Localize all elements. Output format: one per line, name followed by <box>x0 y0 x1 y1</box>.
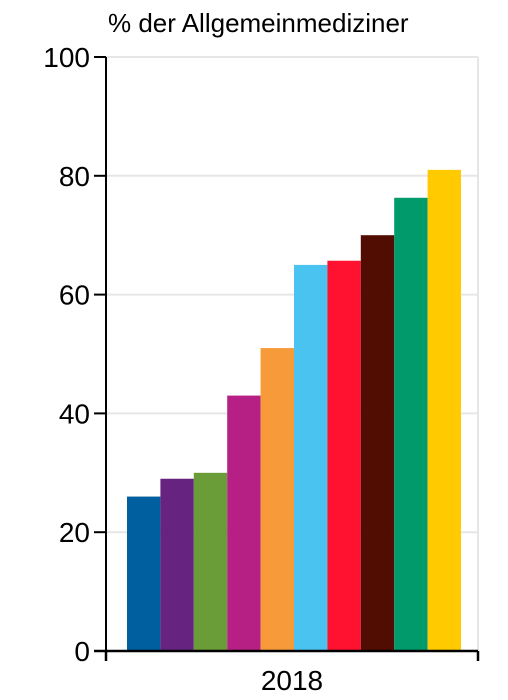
y-tick-label: 0 <box>74 636 90 667</box>
bar <box>260 348 294 651</box>
bar <box>227 395 261 651</box>
x-tick-labels: 2018 <box>261 665 323 696</box>
bar <box>127 496 161 651</box>
y-tick-label: 20 <box>59 517 90 548</box>
y-tick-label: 80 <box>59 161 90 192</box>
bar <box>427 169 461 652</box>
bar <box>327 260 361 651</box>
y-tick-label: 100 <box>43 42 90 73</box>
bar <box>394 197 428 651</box>
bars <box>127 169 461 652</box>
y-tick-label: 40 <box>59 398 90 429</box>
y-tick-labels: 0 20 40 60 80 100 <box>43 42 106 667</box>
y-tick-label: 60 <box>59 280 90 311</box>
bar <box>193 472 228 651</box>
bar <box>160 478 194 651</box>
bar <box>360 235 395 651</box>
y-axis-title: % der Allgemeinmediziner <box>108 8 409 38</box>
axes <box>94 57 480 661</box>
bar <box>294 264 328 651</box>
x-tick-label: 2018 <box>261 665 323 695</box>
